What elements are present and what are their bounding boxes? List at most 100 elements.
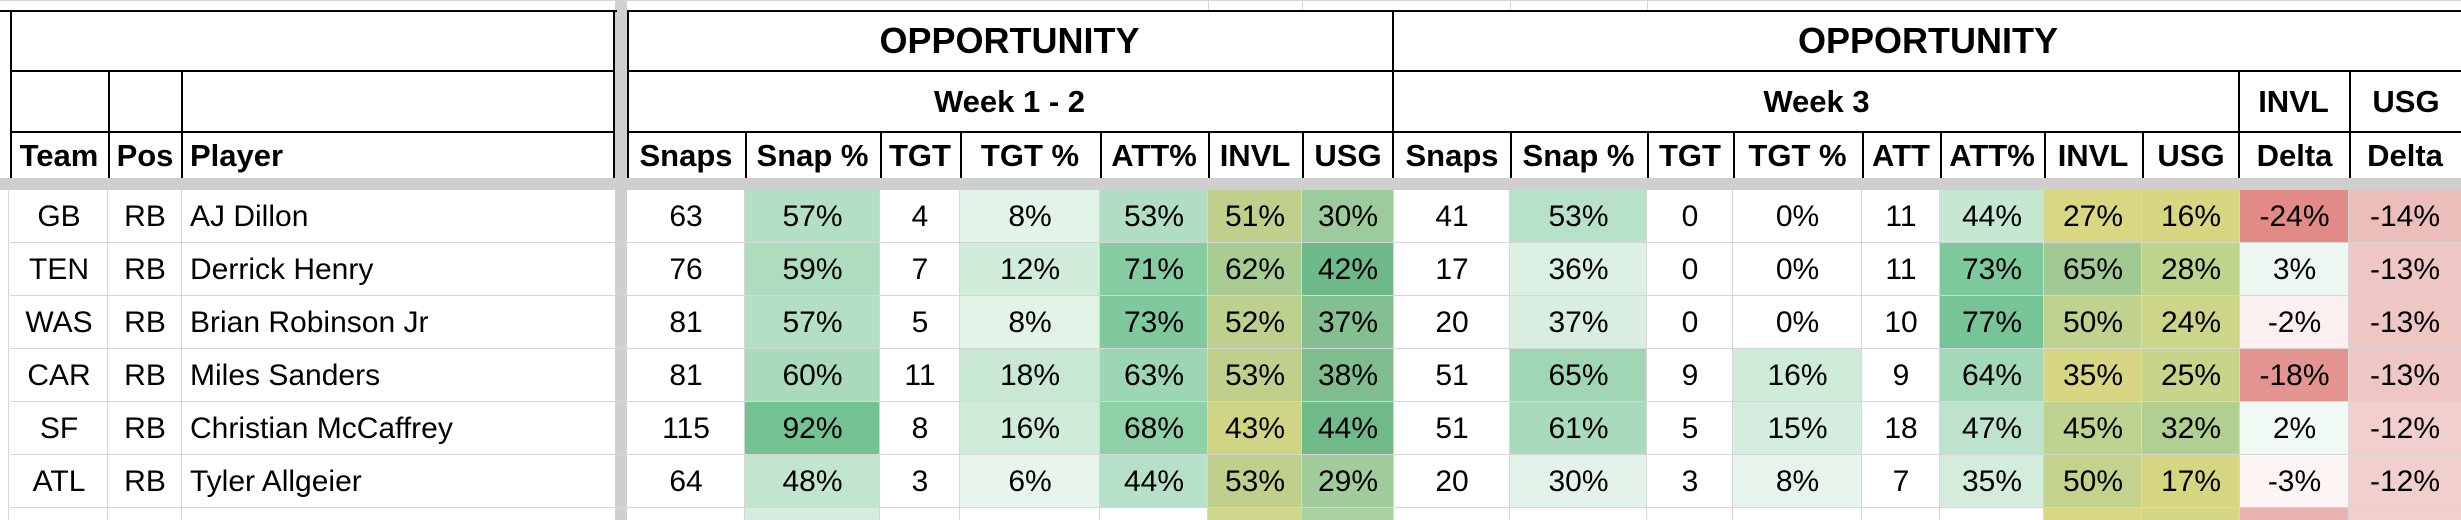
table-cell[interactable]: 32% — [2142, 402, 2240, 455]
column-header[interactable]: Delta — [2256, 137, 2333, 173]
table-cell[interactable]: 20 — [1435, 464, 1469, 498]
table-cell[interactable] — [2240, 508, 2349, 520]
table-cell[interactable]: 73% — [1100, 296, 1208, 349]
table-cell[interactable]: 44% — [1100, 455, 1208, 508]
table-cell[interactable]: 10 — [1884, 305, 1918, 339]
table-cell[interactable]: 8% — [1733, 455, 1862, 508]
table-cell[interactable]: 57% — [745, 190, 880, 243]
table-cell[interactable]: 41 — [1435, 199, 1469, 233]
table-cell[interactable]: 53% — [1100, 190, 1208, 243]
table-cell[interactable]: RB — [124, 464, 166, 498]
table-cell[interactable]: 51 — [1435, 411, 1469, 445]
table-cell[interactable]: 52% — [1208, 296, 1302, 349]
table-cell[interactable]: 17 — [1435, 252, 1469, 286]
column-header[interactable]: INVL — [2057, 137, 2129, 173]
table-cell[interactable]: 64 — [669, 464, 703, 498]
table-cell[interactable]: 16% — [1733, 349, 1862, 402]
table-cell[interactable]: 30% — [1510, 455, 1647, 508]
table-cell[interactable]: 8% — [960, 296, 1100, 349]
table-cell[interactable]: CAR — [27, 358, 91, 392]
table-cell[interactable]: -3% — [2240, 455, 2349, 508]
table-cell[interactable] — [2044, 508, 2142, 520]
table-cell[interactable] — [1510, 508, 1647, 520]
table-cell[interactable]: 6% — [960, 455, 1100, 508]
table-cell[interactable]: 15% — [1733, 402, 1862, 455]
table-cell[interactable]: 61% — [1510, 402, 1647, 455]
table-cell[interactable]: 20 — [1435, 305, 1469, 339]
table-cell[interactable]: 57% — [745, 296, 880, 349]
column-header[interactable]: INVL — [1219, 137, 1291, 173]
column-header[interactable]: TGT % — [980, 137, 1080, 173]
table-cell[interactable]: Miles Sanders — [190, 358, 381, 392]
table-cell[interactable]: 0 — [1681, 305, 1699, 339]
table-cell[interactable]: 29% — [1302, 455, 1394, 508]
table-cell[interactable]: 64% — [1940, 349, 2044, 402]
column-header[interactable]: Snaps — [1405, 137, 1499, 173]
table-cell[interactable]: 60% — [745, 349, 880, 402]
table-cell[interactable] — [880, 508, 960, 520]
table-cell[interactable] — [1100, 508, 1208, 520]
column-header[interactable]: Player — [190, 137, 284, 173]
table-cell[interactable]: RB — [124, 358, 166, 392]
table-cell[interactable]: 65% — [1510, 349, 1647, 402]
table-cell[interactable] — [2349, 508, 2461, 520]
table-cell[interactable]: 9 — [1681, 358, 1699, 392]
table-cell[interactable]: 11 — [904, 358, 936, 392]
column-header[interactable]: Delta — [2367, 137, 2443, 173]
table-cell[interactable]: 27% — [2044, 190, 2142, 243]
column-header[interactable]: ATT% — [1949, 137, 2035, 173]
table-cell[interactable]: ATL — [32, 464, 86, 498]
table-cell[interactable]: 48% — [745, 455, 880, 508]
column-header[interactable]: USG — [2157, 137, 2225, 173]
table-cell[interactable]: 36% — [1510, 243, 1647, 296]
table-cell[interactable]: 38% — [1302, 349, 1394, 402]
table-cell[interactable]: 4 — [911, 199, 929, 233]
table-cell[interactable]: -13% — [2349, 296, 2461, 349]
table-cell[interactable]: 62% — [1208, 243, 1302, 296]
table-cell[interactable] — [1862, 508, 1940, 520]
table-cell[interactable]: 44% — [1302, 402, 1394, 455]
table-cell[interactable]: 115 — [662, 411, 710, 445]
table-cell[interactable]: 0 — [1681, 252, 1699, 286]
table-cell[interactable] — [1302, 508, 1394, 520]
table-cell[interactable]: 0 — [1681, 199, 1699, 233]
table-cell[interactable]: 5 — [1681, 411, 1699, 445]
table-cell[interactable] — [108, 508, 182, 520]
table-cell[interactable]: -2% — [2240, 296, 2349, 349]
table-cell[interactable]: 81 — [669, 358, 703, 392]
table-cell[interactable]: 45% — [2044, 402, 2142, 455]
table-cell[interactable] — [10, 508, 108, 520]
table-cell[interactable]: 8% — [960, 190, 1100, 243]
table-cell[interactable]: 73% — [1940, 243, 2044, 296]
table-cell[interactable]: Christian McCaffrey — [190, 411, 453, 445]
table-cell[interactable] — [1733, 508, 1862, 520]
column-header[interactable]: Snaps — [639, 137, 733, 173]
table-cell[interactable]: 68% — [1100, 402, 1208, 455]
table-cell[interactable]: -24% — [2240, 190, 2349, 243]
table-cell[interactable] — [1208, 508, 1302, 520]
table-cell[interactable]: 8 — [911, 411, 929, 445]
table-cell[interactable]: -12% — [2349, 455, 2461, 508]
table-cell[interactable]: 18 — [1884, 411, 1918, 445]
table-cell[interactable]: 0% — [1775, 305, 1820, 339]
table-cell[interactable]: -13% — [2349, 243, 2461, 296]
table-cell[interactable]: RB — [124, 252, 166, 286]
table-cell[interactable]: -14% — [2349, 190, 2461, 243]
table-cell[interactable] — [1647, 508, 1733, 520]
table-cell[interactable]: AJ Dillon — [190, 199, 309, 233]
table-cell[interactable]: 35% — [2044, 349, 2142, 402]
table-cell[interactable]: 63 — [669, 199, 703, 233]
table-cell[interactable]: 18% — [960, 349, 1100, 402]
table-cell[interactable]: WAS — [25, 305, 93, 339]
column-header[interactable]: USG — [1314, 137, 1382, 173]
table-cell[interactable]: GB — [37, 199, 81, 233]
table-cell[interactable]: RB — [124, 411, 166, 445]
table-cell[interactable]: 71% — [1100, 243, 1208, 296]
column-header[interactable]: TGT — [1659, 137, 1721, 173]
table-cell[interactable]: Tyler Allgeier — [190, 464, 362, 498]
table-cell[interactable]: -18% — [2240, 349, 2349, 402]
table-cell[interactable]: 11 — [1885, 199, 1917, 233]
table-cell[interactable]: 30% — [1302, 190, 1394, 243]
table-cell[interactable]: 53% — [1208, 349, 1302, 402]
table-cell[interactable]: 50% — [2044, 455, 2142, 508]
